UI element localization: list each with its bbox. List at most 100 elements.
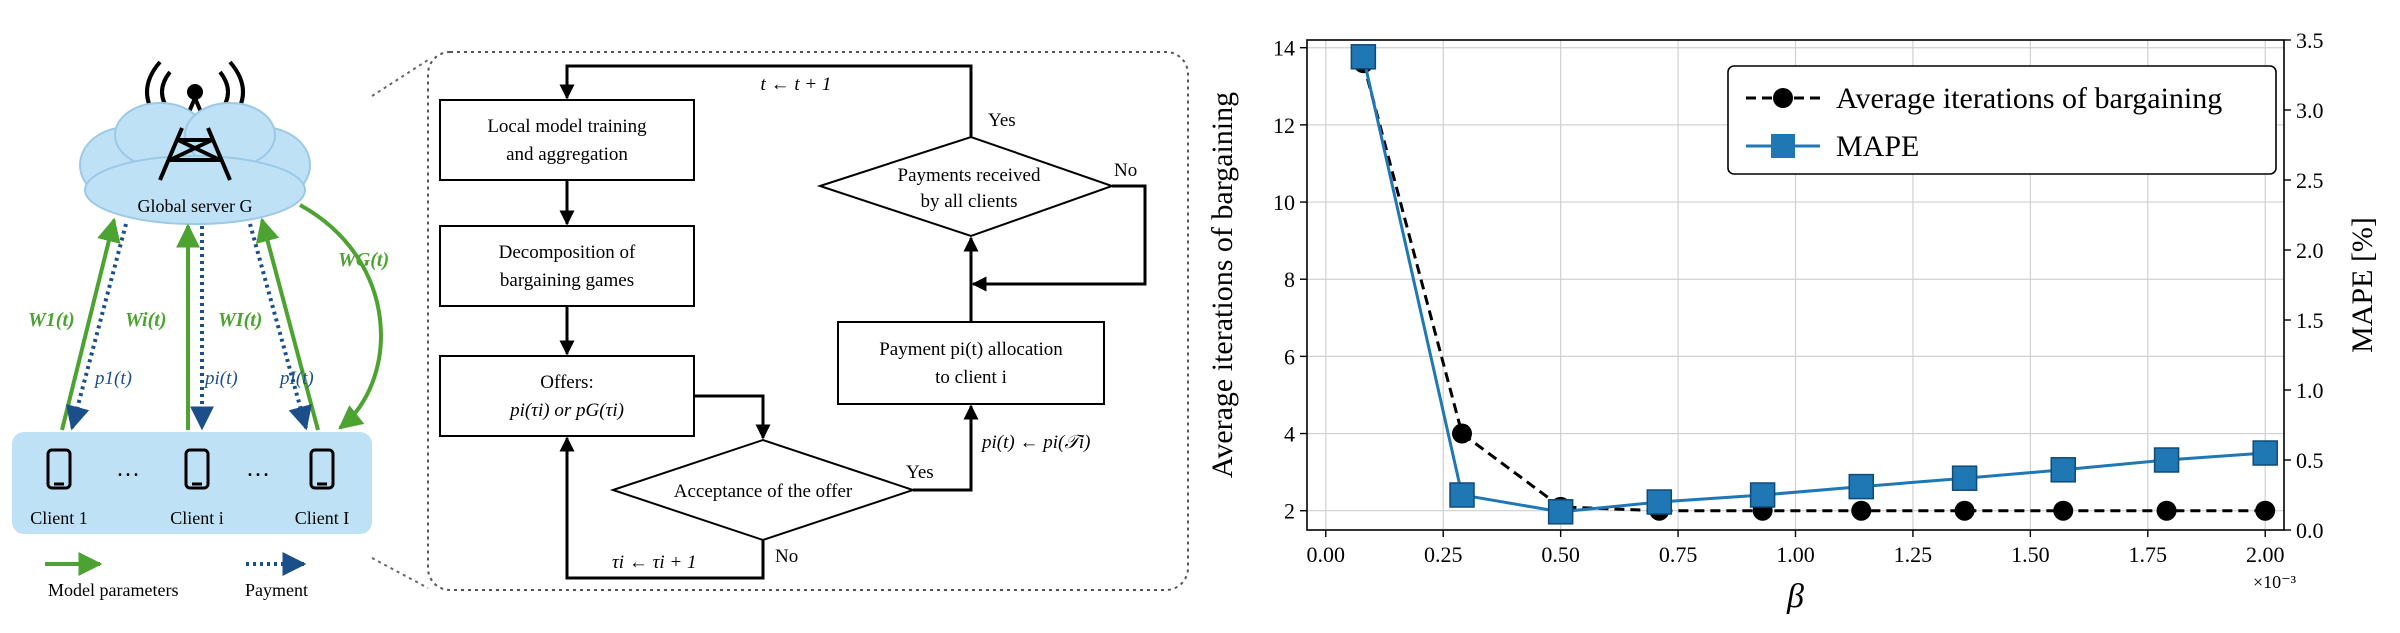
x-tick-label: 0.50 [1541,542,1580,567]
data-point [1951,465,1978,491]
data-point [2255,500,2276,521]
legend-label: MAPE [1836,130,1919,163]
y-tick-label-right: 1.5 [2296,308,2324,333]
legend-payment-label: Payment [245,580,308,600]
client-label: Client I [295,508,350,528]
data-point [1954,500,1975,521]
y-tick-label-left: 14 [1273,36,1295,61]
y-tick-label-right: 0.0 [2296,518,2324,543]
x-tick-label: 1.00 [1776,542,1815,567]
phone-icon [309,448,335,490]
step-text: to client i [935,367,1007,388]
data-point [2252,440,2278,466]
legend-label: Average iterations of bargaining [1836,82,2222,115]
y-tick-label-left: 10 [1273,190,1295,215]
no-label: No [1114,160,1137,181]
payment-update-label: pi(t) ← pi(𝒯i) [980,432,1090,453]
data-point [1350,44,1377,70]
x-tick-label: 2.00 [2246,542,2285,567]
flowchart-frame [427,51,1189,591]
legend-model-label: Model parameters [48,580,178,600]
y-tick-label-right: 1.0 [2296,378,2324,403]
y-tick-label-right: 2.0 [2296,238,2324,263]
step-text: and aggregation [506,144,628,165]
x-axis-label: β [1786,578,1804,615]
step-text: Payment pi(t) allocation [879,339,1063,360]
chart-ticks: 0.00 0.25 0.50 0.75 1.00 1.25 1.50 1.75 2.00 2 4 6 8… [1273,28,2324,567]
x-tick-label: 1.50 [2011,542,2050,567]
phone-icon [184,448,210,490]
y-tick-label-left: 12 [1273,113,1295,138]
client-ellipsis: … [116,456,140,482]
step-text: Acceptance of the offer [674,481,853,502]
step-payment-allocation [837,321,1105,405]
data-point [1851,500,1872,521]
data-point [1452,423,1473,444]
client-label: Client 1 [30,508,88,528]
payment-arrow [248,223,312,431]
step-text: bargaining games [500,270,634,291]
yes-label: Yes [988,110,1016,131]
legend-box [1727,65,2277,175]
step-text: Decomposition of [499,242,636,263]
payment-label: pI(t) [278,368,314,389]
broadcast-arrow [299,203,383,430]
x-tick-label: 0.25 [1424,542,1463,567]
no-label: No [775,546,798,567]
chart-series [1350,44,2278,525]
legend-marker [1771,134,1795,158]
data-point [1547,499,1574,525]
step-text: Payments received [898,165,1041,186]
zoom-connector [371,59,429,97]
data-point [1449,482,1475,508]
step-text: Local model training [487,116,647,137]
upload-label: Wi(t) [125,309,166,331]
payment-arrow [65,223,128,431]
data-point [2053,500,2074,521]
y-tick-label-left: 2 [1284,499,1295,524]
x-tick-label: 0.00 [1307,542,1346,567]
x-tick-label: 1.75 [2129,542,2168,567]
data-point [2156,500,2177,521]
cloud-icon [79,102,311,225]
upload-arrow [60,217,121,431]
upload-label: WI(t) [218,309,262,331]
y-tick-label-left: 4 [1284,422,1295,447]
yes-label: Yes [906,462,934,483]
tau-update-label: τi ← τi + 1 [612,552,696,573]
data-point [1749,482,1776,508]
data-point [2153,447,2180,473]
upload-label: W1(t) [28,309,75,331]
y-tick-label-right: 3.5 [2296,28,2324,53]
step-offers [439,355,695,437]
step-text: Offers: [540,372,593,393]
legend-marker [1773,88,1793,108]
upload-arrow [255,217,320,431]
step-decomposition [439,225,695,307]
data-point [2050,457,2076,483]
data-point [1646,489,1673,515]
x-axis-multiplier: ×10⁻³ [2253,572,2297,592]
y-tick-label-right: 0.5 [2296,448,2324,473]
x-tick-label: 0.75 [1659,542,1698,567]
decision-payments-received [816,135,1116,238]
data-point [1848,473,1875,500]
phone-icon [46,448,72,490]
flowchart: Local model training and aggregation Dec… [427,51,1189,591]
y-tick-label-right: 3.0 [2296,98,2324,123]
chart-legend: Average iterations of bargaining MAPE [1727,65,2277,175]
step-local-training [439,99,695,181]
series-line [1361,56,2266,514]
server-label: Global server G [138,196,253,216]
step-text: pi(τi) or pG(τi) [508,400,624,421]
system-diagram: Global server G … … Client 1 Client i Cl… [12,60,389,600]
x-tick-label: 1.25 [1894,542,1933,567]
time-update-label: t ← t + 1 [761,74,832,95]
y-tick-label-right: 2.5 [2296,168,2324,193]
y-axis-label-left: Average iterations of bargaining [1206,92,1239,478]
y-tick-label-left: 8 [1284,267,1295,292]
client-ellipsis: … [246,456,270,482]
payment-label: p1(t) [93,368,132,389]
step-text: by all clients [920,191,1017,212]
